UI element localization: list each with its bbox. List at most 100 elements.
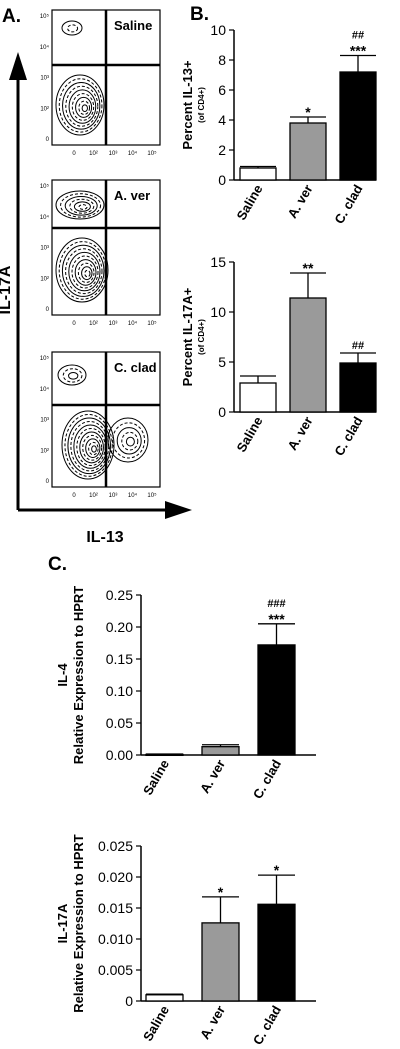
bar bbox=[201, 746, 240, 756]
contour-line bbox=[78, 204, 88, 210]
significance-label: *** bbox=[350, 43, 367, 59]
category-label: C. clad bbox=[250, 757, 284, 801]
significance-label: ## bbox=[352, 340, 364, 352]
y-axis-label-top: IL-4 bbox=[55, 663, 70, 687]
flow-x-axis-label: IL-13 bbox=[86, 529, 123, 546]
category-label: A. ver bbox=[197, 757, 228, 796]
flow-tick-label-y: 10³ bbox=[40, 418, 49, 424]
contour-line bbox=[57, 364, 87, 386]
contour-line bbox=[81, 266, 93, 281]
bar bbox=[239, 167, 277, 181]
bar bbox=[257, 644, 296, 756]
contour-line bbox=[112, 422, 146, 459]
contour-line bbox=[84, 269, 91, 278]
flow-tick-label-y: 10³ bbox=[40, 76, 49, 82]
category-label: Saline bbox=[140, 757, 172, 798]
y-tick-label: 5 bbox=[218, 354, 226, 370]
y-tick-label: 0.00 bbox=[106, 747, 133, 763]
y-axis-sublabel: (of CD4+) bbox=[197, 87, 206, 123]
y-tick-label: 8 bbox=[218, 52, 226, 68]
panel-a-label: A. bbox=[2, 6, 21, 27]
flow-plot-label: Saline bbox=[114, 18, 152, 33]
y-axis-label: Percent IL-17A+ bbox=[180, 287, 195, 386]
y-tick-label: 2 bbox=[218, 142, 226, 158]
flow-tick-label-x: 0 bbox=[72, 321, 76, 327]
contour-line bbox=[78, 100, 91, 115]
flow-tick-label-y: 0 bbox=[46, 307, 50, 313]
significance-label: * bbox=[274, 862, 280, 878]
flow-plot: Saline 10⁵ 10⁴ 10³ 10² 0 0 10² 10³ 10⁴ 10⁵ bbox=[40, 9, 161, 157]
y-tick-label: 10 bbox=[210, 304, 226, 320]
category-label: A. ver bbox=[197, 1003, 228, 1042]
y-tick-label: 4 bbox=[218, 112, 226, 128]
flow-tick-label-x: 10² bbox=[89, 493, 98, 499]
contour-line bbox=[71, 93, 95, 121]
contour-line bbox=[74, 259, 97, 286]
y-tick-label: 0 bbox=[218, 404, 226, 420]
y-tick-label: 0 bbox=[125, 993, 133, 1009]
bar bbox=[289, 297, 327, 413]
y-tick-label: 0.20 bbox=[106, 619, 133, 635]
flow-y-axis-label: IL-17A bbox=[0, 265, 14, 314]
bar bbox=[201, 922, 240, 1002]
flow-tick-label-x: 10³ bbox=[109, 493, 118, 499]
y-tick-label: 10 bbox=[210, 22, 226, 38]
significance-label: *** bbox=[268, 611, 285, 627]
flow-plot: C. clad 10⁵ 10⁴ 10³ 10² 0 0 10² 10³ 10⁴ 10⁵ bbox=[40, 351, 161, 499]
bar-chart: 0 0.005 0.010 0.015 0.020 0.025 IL-17A Relative… bbox=[55, 834, 316, 1047]
significance-label: * bbox=[305, 104, 311, 120]
bar-chart: 0 5 10 15 Percent IL-17A+ (of CD4+) Saline ** A.… bbox=[180, 254, 377, 458]
contour-line bbox=[55, 190, 105, 220]
contour-line bbox=[67, 417, 111, 475]
flow-tick-label-x: 0 bbox=[72, 493, 76, 499]
y-axis-label: Relative Expression to HPRT bbox=[71, 834, 86, 1012]
contour-line bbox=[60, 193, 102, 218]
y-tick-label: 6 bbox=[218, 82, 226, 98]
flow-tick-label-y: 0 bbox=[46, 479, 50, 485]
category-label: Saline bbox=[140, 1003, 172, 1044]
significance-label: ### bbox=[267, 598, 285, 610]
contour-line bbox=[62, 368, 83, 383]
flow-plot: A. ver 10⁵ 10⁴ 10³ 10² 0 0 10² 10³ 10⁴ 10⁵ bbox=[40, 179, 161, 327]
contour-line bbox=[75, 96, 93, 118]
category-label: Saline bbox=[233, 414, 265, 455]
contour-line bbox=[79, 431, 104, 464]
flow-tick-label-y: 10² bbox=[40, 276, 49, 282]
y-tick-label: 0.15 bbox=[106, 651, 133, 667]
category-label: A. ver bbox=[285, 414, 316, 453]
flow-tick-label-x: 10⁴ bbox=[128, 320, 138, 327]
category-label: A. ver bbox=[285, 182, 316, 221]
flow-tick-label-x: 0 bbox=[72, 151, 76, 157]
flow-plot-label-bg bbox=[109, 12, 158, 36]
flow-tick-label-x: 10² bbox=[89, 151, 98, 157]
contour-line bbox=[73, 201, 91, 212]
flow-tick-label-y: 10⁵ bbox=[40, 355, 50, 362]
contour-line bbox=[116, 427, 142, 455]
contour-line bbox=[125, 436, 135, 447]
flow-tick-label-y: 10⁵ bbox=[40, 183, 50, 190]
contour-line bbox=[68, 371, 79, 380]
flow-tick-label-y: 10⁴ bbox=[40, 44, 50, 51]
contour-line bbox=[71, 255, 99, 289]
y-axis-label: Relative Expression to HPRT bbox=[71, 586, 86, 764]
bar bbox=[257, 903, 296, 1002]
contour-line bbox=[69, 198, 95, 214]
significance-label: ## bbox=[352, 30, 364, 42]
y-tick-label: 0.25 bbox=[106, 587, 133, 603]
y-tick-label: 0.05 bbox=[106, 715, 133, 731]
flow-tick-label-y: 10⁴ bbox=[40, 386, 50, 393]
bar bbox=[339, 362, 377, 413]
bar-chart: 0.00 0.05 0.10 0.15 0.20 0.25 IL-4 Relative Exp… bbox=[55, 586, 316, 801]
flow-tick-label-x: 10⁴ bbox=[128, 492, 138, 499]
flow-tick-label-y: 10³ bbox=[40, 246, 49, 252]
bar bbox=[239, 382, 277, 413]
bar bbox=[289, 122, 327, 181]
contour-line bbox=[58, 78, 103, 133]
y-tick-label: 0.020 bbox=[98, 869, 133, 885]
y-axis-sublabel: (of CD4+) bbox=[197, 319, 206, 355]
panel-b-label: B. bbox=[190, 4, 209, 25]
contour-line bbox=[65, 248, 103, 295]
flow-tick-label-x: 10² bbox=[89, 321, 98, 327]
category-label: C. clad bbox=[331, 414, 365, 458]
